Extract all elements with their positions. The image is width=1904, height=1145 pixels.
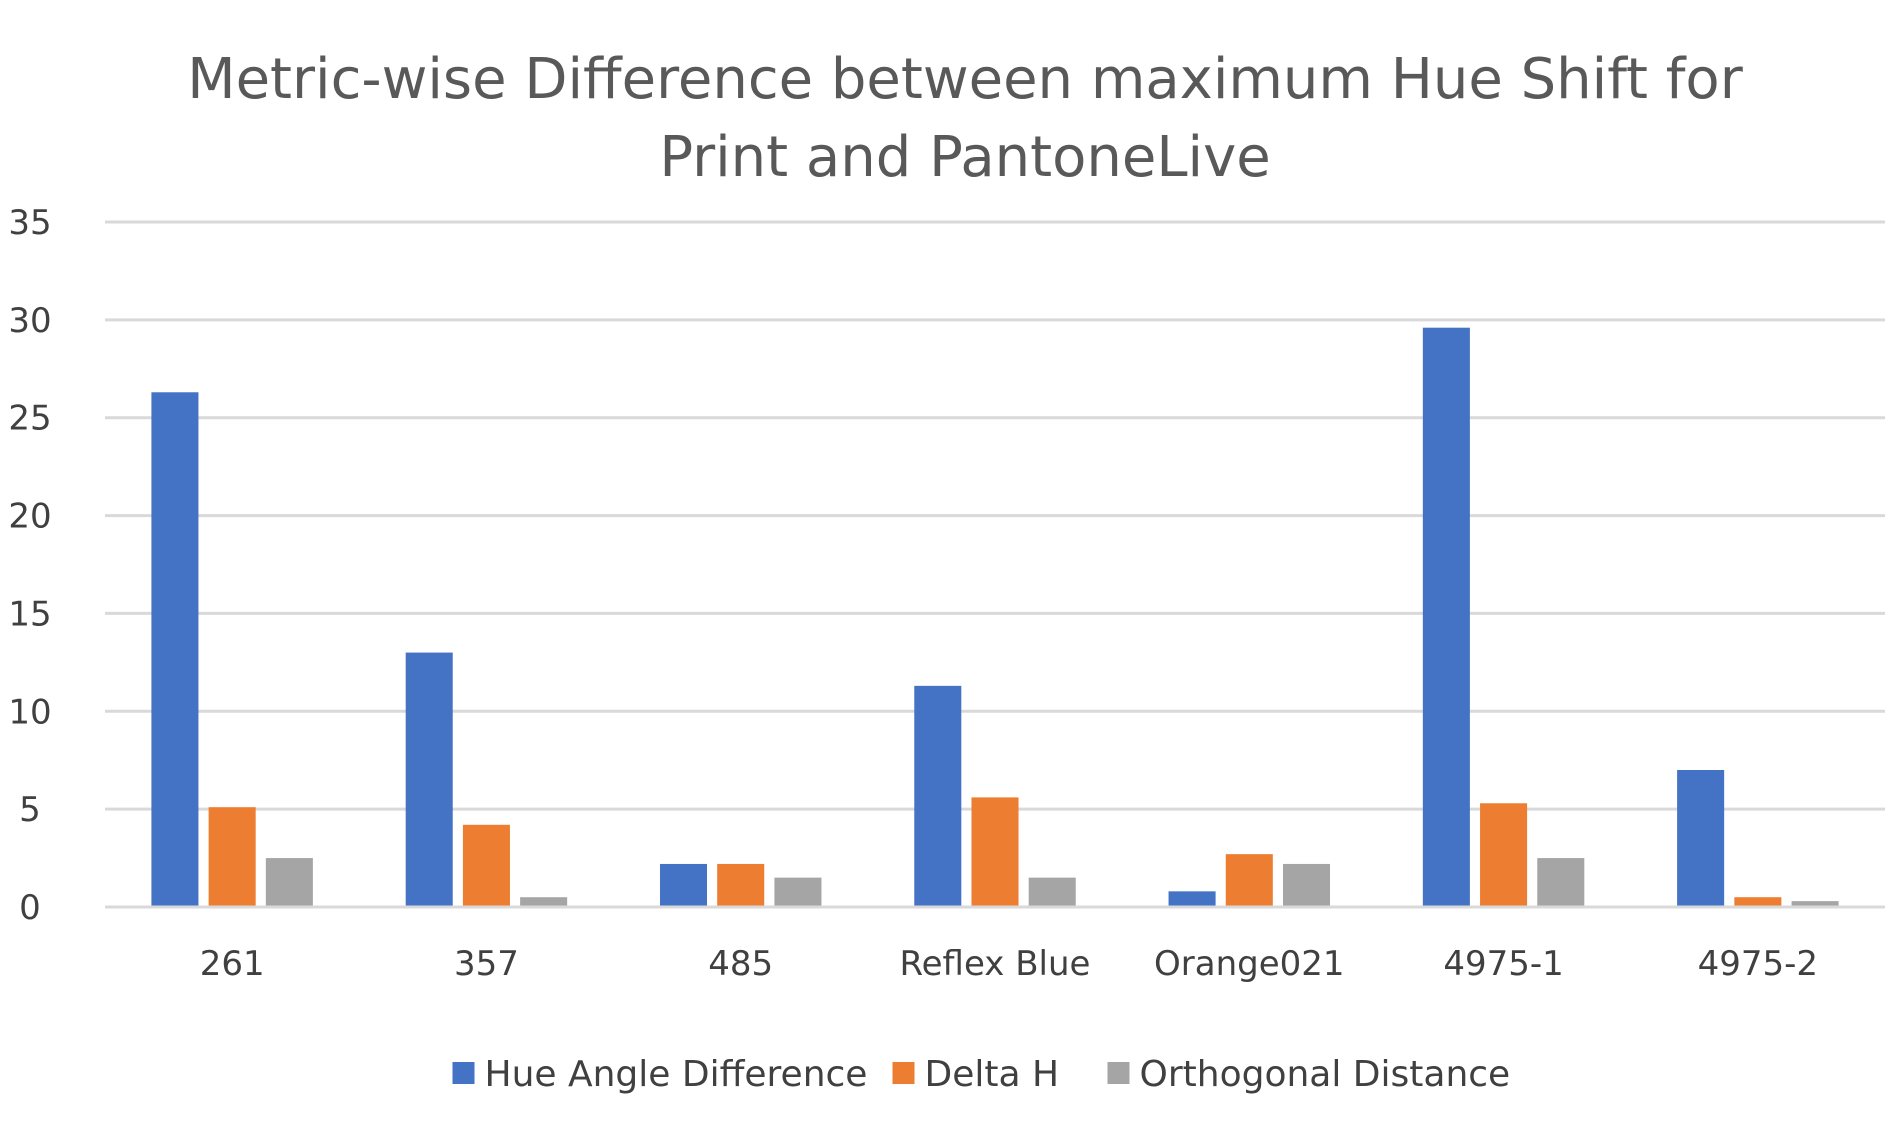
y-tick-label: 25 [8, 399, 51, 439]
bar-hue-angle-difference-261 [151, 392, 199, 907]
y-tick-label: 35 [8, 203, 51, 243]
x-category-label: 4975-2 [1698, 944, 1818, 984]
chart-title-line-2: Print and PantoneLive [659, 125, 1270, 190]
bar-hue-angle-difference-4975-1 [1422, 327, 1470, 908]
y-tick-label: 20 [8, 497, 51, 537]
bar-orthogonal-distance-reflex-blue [1028, 877, 1076, 907]
legend-swatch [892, 1062, 915, 1084]
bar-delta-h-reflex-blue [971, 797, 1019, 907]
bar-delta-h-357 [462, 824, 510, 907]
bars [151, 327, 1839, 908]
x-category-label: 261 [200, 944, 265, 984]
bar-orthogonal-distance-261 [265, 858, 313, 907]
y-axis-tick-labels: 0 5 10 15 20 25 30 35 [8, 203, 51, 928]
x-axis-category-labels: 261 357 485 Reflex Blue Orange021 4975-1 4975-… [200, 944, 1818, 984]
bar-hue-angle-difference-reflex-blue [914, 685, 962, 907]
y-tick-label: 0 [19, 888, 41, 928]
x-category-label: 357 [454, 944, 519, 984]
legend-swatch [1107, 1062, 1130, 1084]
legend-item: Orthogonal Distance [1107, 1054, 1511, 1095]
bar-hue-angle-difference-4975-2 [1677, 770, 1725, 907]
bar-delta-h-485 [717, 863, 765, 907]
y-tick-label: 10 [8, 692, 51, 732]
bar-orthogonal-distance-357 [520, 897, 568, 907]
legend-swatch [452, 1062, 475, 1084]
legend: Hue Angle Difference Delta H Orthogonal Di… [452, 1054, 1511, 1095]
x-category-label: Orange021 [1154, 944, 1345, 984]
x-category-label: 485 [708, 944, 773, 984]
legend-label: Orthogonal Distance [1140, 1054, 1511, 1095]
gridlines [105, 220, 1885, 811]
bar-delta-h-orange021 [1225, 854, 1273, 907]
chart-title-line-1: Metric-wise Difference between maximum H… [187, 47, 1743, 112]
x-category-label: Reflex Blue [900, 944, 1091, 984]
bar-hue-angle-difference-orange021 [1168, 891, 1216, 907]
bar-orthogonal-distance-4975-1 [1537, 858, 1585, 907]
legend-label: Hue Angle Difference [485, 1054, 868, 1095]
bar-hue-angle-difference-357 [405, 652, 453, 907]
bar-delta-h-261 [208, 807, 256, 907]
legend-item: Delta H [892, 1054, 1060, 1095]
bar-delta-h-4975-1 [1480, 803, 1528, 907]
legend-label: Delta H [925, 1054, 1060, 1095]
bar-orthogonal-distance-orange021 [1282, 863, 1331, 907]
bar-delta-h-4975-2 [1734, 897, 1782, 907]
legend-item: Hue Angle Difference [452, 1054, 868, 1095]
y-tick-label: 5 [19, 790, 41, 830]
y-tick-label: 15 [8, 594, 51, 634]
bar-hue-angle-difference-485 [659, 863, 708, 907]
bar-orthogonal-distance-485 [774, 877, 822, 907]
bar-orthogonal-distance-4975-2 [1791, 901, 1839, 907]
chart-title: Metric-wise Difference between maximum H… [187, 47, 1743, 190]
y-tick-label: 30 [8, 301, 51, 341]
x-category-label: 4975-1 [1443, 944, 1563, 984]
